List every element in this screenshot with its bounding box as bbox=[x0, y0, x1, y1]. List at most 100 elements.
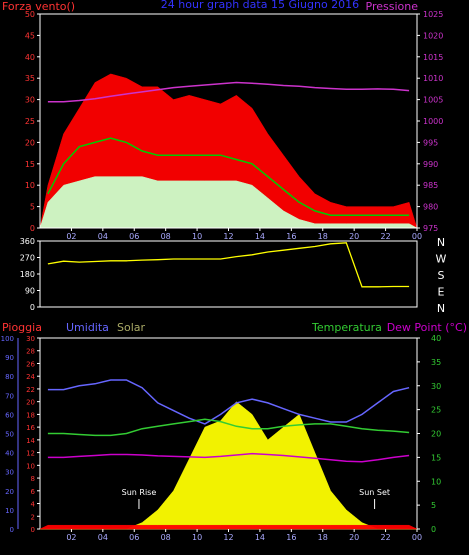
humidity-y-label: 10 bbox=[5, 507, 14, 515]
temperature-y-label: 15 bbox=[431, 453, 441, 462]
rain-y-label: 14 bbox=[26, 437, 35, 445]
weather-x-label: 10 bbox=[192, 533, 202, 542]
wind-x-label: 12 bbox=[223, 232, 233, 241]
pressure-y-label: 975 bbox=[423, 224, 438, 233]
humidity-y-label: 20 bbox=[5, 488, 14, 496]
direction-y-label: 270 bbox=[20, 254, 35, 263]
humidity-y-label: 60 bbox=[5, 411, 14, 419]
rain-y-label: 18 bbox=[26, 411, 35, 419]
direction-y-label: 90 bbox=[25, 287, 35, 296]
rain-y-label: 22 bbox=[26, 386, 35, 394]
pressure-y-label: 1025 bbox=[423, 10, 443, 19]
rain-y-label: 20 bbox=[26, 399, 35, 407]
weather-x-label: 18 bbox=[318, 533, 328, 542]
humidity-y-label: 100 bbox=[1, 335, 14, 343]
temperature-y-label: 20 bbox=[431, 430, 441, 439]
compass-label: N bbox=[437, 302, 445, 315]
wind-x-label: 16 bbox=[286, 232, 296, 241]
compass-label: N bbox=[437, 236, 445, 249]
humidity-y-label: 0 bbox=[10, 526, 14, 534]
temperature-y-label: 5 bbox=[431, 501, 436, 510]
sunrise-label: Sun Rise bbox=[122, 488, 157, 497]
wind-y-label: 40 bbox=[25, 53, 35, 62]
wind-axis-title: Forza vento() bbox=[2, 0, 75, 13]
sunset-label: Sun Set bbox=[359, 488, 390, 497]
pressure-y-label: 980 bbox=[423, 203, 438, 212]
humidity-line bbox=[47, 379, 410, 425]
pressure-line bbox=[47, 81, 410, 103]
pressure-axis-title: Pressione bbox=[366, 0, 419, 13]
rain-y-label: 12 bbox=[26, 450, 35, 458]
weather-x-label: 14 bbox=[255, 533, 265, 542]
wind-x-label: 04 bbox=[98, 232, 108, 241]
wind-x-label: 02 bbox=[66, 232, 76, 241]
pressure-y-label: 995 bbox=[423, 138, 438, 147]
wind-y-label: 0 bbox=[30, 224, 35, 233]
wind-y-label: 30 bbox=[25, 96, 35, 105]
temperature-y-label: 0 bbox=[431, 525, 436, 534]
weather-x-label: 12 bbox=[223, 533, 233, 542]
wind-y-label: 10 bbox=[25, 181, 35, 190]
temperature-line bbox=[47, 418, 410, 437]
temperature-axis-title: Temperatura bbox=[311, 321, 382, 334]
wind-x-label: 08 bbox=[161, 232, 171, 241]
dewpoint-line bbox=[47, 452, 410, 463]
weather-x-label: 20 bbox=[349, 533, 359, 542]
wind-y-label: 25 bbox=[25, 117, 35, 126]
rain-y-label: 28 bbox=[26, 348, 35, 356]
humidity-y-label: 80 bbox=[5, 373, 14, 381]
compass-label: W bbox=[436, 253, 447, 266]
rain-y-label: 10 bbox=[26, 462, 35, 470]
rain-y-label: 2 bbox=[31, 513, 35, 521]
weather-x-label: 08 bbox=[161, 533, 171, 542]
solar-axis-title: Solar bbox=[117, 321, 146, 334]
dewpoint-axis-title: Dew Point (°C) bbox=[387, 321, 467, 334]
temperature-y-label: 10 bbox=[431, 477, 441, 486]
wind-x-label: 20 bbox=[349, 232, 359, 241]
humidity-y-label: 90 bbox=[5, 354, 14, 362]
wind-average-line bbox=[47, 137, 410, 216]
direction-panel-frame bbox=[39, 240, 418, 308]
weather-x-label: 02 bbox=[66, 533, 76, 542]
rain-y-label: 16 bbox=[26, 424, 35, 432]
wind-x-label: 10 bbox=[192, 232, 202, 241]
rain-y-label: 26 bbox=[26, 360, 35, 368]
direction-y-label: 180 bbox=[20, 270, 35, 279]
wind-y-label: 45 bbox=[25, 31, 35, 40]
humidity-y-label: 70 bbox=[5, 392, 14, 400]
pressure-y-label: 985 bbox=[423, 181, 438, 190]
rain-axis-title: Pioggia bbox=[2, 321, 42, 334]
pressure-y-label: 1020 bbox=[423, 31, 443, 40]
wind-y-label: 50 bbox=[25, 10, 35, 19]
temperature-y-label: 40 bbox=[431, 334, 441, 343]
weather-x-label: 00 bbox=[412, 533, 422, 542]
solar-area bbox=[40, 401, 417, 530]
wind-y-label: 5 bbox=[30, 203, 35, 212]
temperature-y-label: 25 bbox=[431, 406, 441, 415]
direction-y-label: 360 bbox=[20, 237, 35, 246]
rain-y-label: 0 bbox=[31, 526, 35, 534]
temperature-y-label: 30 bbox=[431, 382, 441, 391]
wind-x-label: 06 bbox=[129, 232, 139, 241]
rain-y-label: 6 bbox=[31, 488, 36, 496]
compass-label: E bbox=[438, 286, 445, 299]
pressure-y-label: 1010 bbox=[423, 74, 443, 83]
pressure-y-label: 1015 bbox=[423, 53, 443, 62]
wind-y-label: 20 bbox=[25, 138, 35, 147]
wind-y-label: 35 bbox=[25, 74, 35, 83]
rain-y-label: 8 bbox=[31, 475, 35, 483]
humidity-y-label: 40 bbox=[5, 450, 14, 458]
rain-area bbox=[39, 524, 418, 530]
weather-x-label: 16 bbox=[286, 533, 296, 542]
weather-x-label: 04 bbox=[98, 533, 108, 542]
wind-x-label: 00 bbox=[412, 232, 422, 241]
rain-y-label: 4 bbox=[31, 501, 36, 509]
compass-label: S bbox=[438, 269, 445, 282]
humidity-y-label: 30 bbox=[5, 469, 14, 477]
humidity-axis-title: Umidita bbox=[66, 321, 109, 334]
wind-x-label: 14 bbox=[255, 232, 265, 241]
chart-title: 24 hour graph data 15 Giugno 2016 bbox=[161, 0, 359, 11]
rain-y-label: 30 bbox=[26, 335, 35, 343]
wind-speed-area bbox=[39, 176, 418, 229]
